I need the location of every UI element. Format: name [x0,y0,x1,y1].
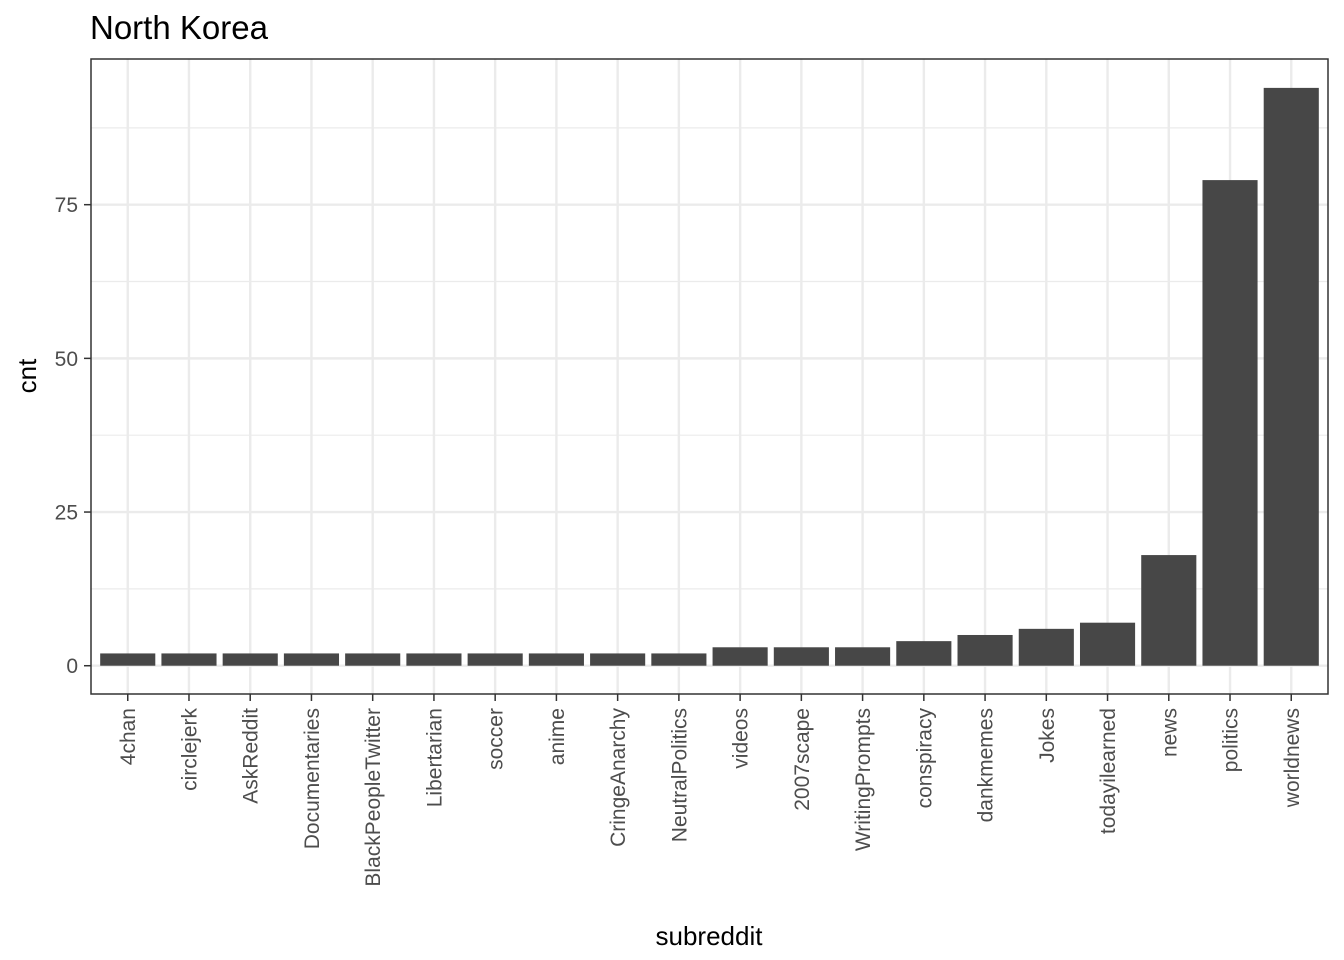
bar-BlackPeopleTwitter [345,653,401,666]
bar-WritingPrompts [835,647,891,666]
y-tick-labels: 0 25 50 75 [55,194,78,678]
x-tick-label-todayilearned: todayilearned [1097,708,1120,834]
x-tick-labels: 4chan circlejerk AskReddit Documentaries Bla… [117,708,1304,887]
bar-worldnews [1263,87,1319,666]
x-axis-title: subreddit [656,921,764,951]
bar-videos [712,647,768,666]
bar-dankmemes [957,634,1013,666]
bar-AskReddit [222,653,278,666]
y-tick-label: 50 [55,348,78,371]
x-tick-label-4chan: 4chan [117,708,140,765]
bar-news [1141,555,1197,666]
x-tick-label-Libertarian: Libertarian [423,708,446,807]
x-tick-label-anime: anime [546,708,569,765]
bar-2007scape [773,647,829,666]
x-tick-label-NeutralPolitics: NeutralPolitics [668,708,691,842]
x-tick-label-circlejerk: circlejerk [178,708,201,791]
bar-circlejerk [161,653,217,666]
bar-4chan [100,653,156,666]
bar-Jokes [1018,628,1074,666]
x-tick-label-Jokes: Jokes [1036,708,1059,763]
y-tick-label: 0 [66,655,78,678]
panel-border [90,58,1329,695]
x-tick-label-worldnews: worldnews [1281,708,1304,808]
y-axis-title: cnt [12,358,42,393]
x-tick-label-news: news [1158,708,1181,757]
x-tick-label-AskReddit: AskReddit [240,708,263,804]
x-tick-label-conspiracy: conspiracy [913,708,936,809]
x-tick-label-dankmemes: dankmemes [975,708,998,822]
bar-Libertarian [406,653,462,666]
y-tick-label: 25 [55,502,78,525]
grid-layer [91,59,1328,694]
x-tick-label-WritingPrompts: WritingPrompts [852,708,875,851]
x-tick-label-Documentaries: Documentaries [301,708,324,849]
x-tick-label-BlackPeopleTwitter: BlackPeopleTwitter [362,708,385,887]
bar-anime [528,653,584,666]
bar-politics [1202,180,1258,666]
x-tick-label-politics: politics [1220,708,1243,772]
bar-soccer [467,653,523,666]
tick-layer [84,203,1293,701]
x-tick-label-2007scape: 2007scape [791,708,814,811]
bar-conspiracy [896,641,952,666]
x-tick-label-videos: videos [730,708,753,769]
chart-title: North Korea [90,9,269,46]
bar-todayilearned [1079,622,1136,666]
bar-layer [100,87,1319,666]
bar-NeutralPolitics [651,653,707,666]
x-tick-label-soccer: soccer [485,708,508,770]
bar-CringeAnarchy [590,653,646,666]
bar-Documentaries [283,653,340,666]
x-tick-label-CringeAnarchy: CringeAnarchy [607,708,630,847]
panel-background [91,59,1328,694]
y-tick-label: 75 [55,194,78,217]
